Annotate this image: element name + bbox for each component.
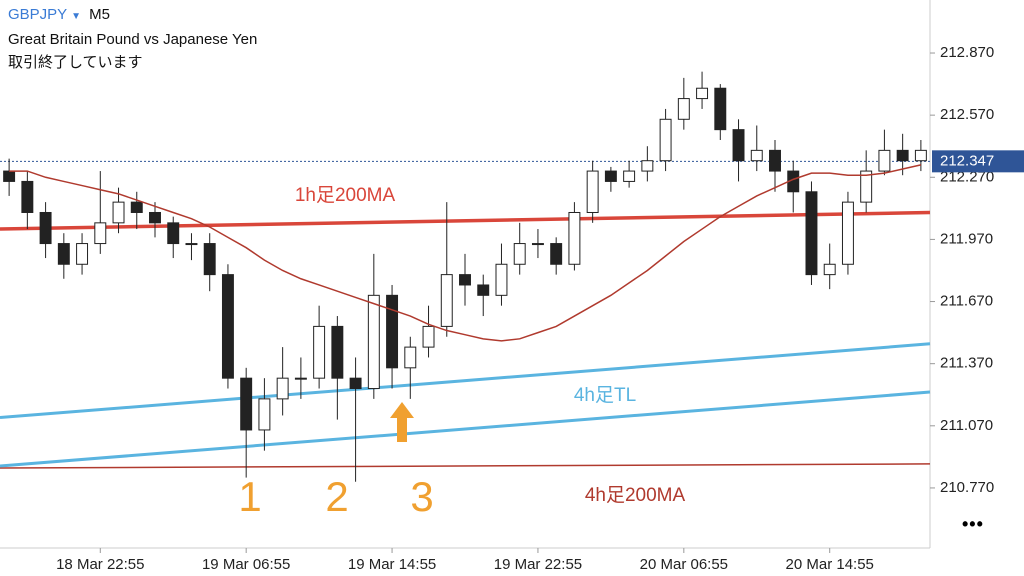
trend-line [0,342,931,420]
candle-body [57,243,70,265]
market-status: 取引終了しています [8,54,143,71]
candle-body [258,398,271,431]
candle-body [568,211,581,265]
candle-body [76,243,89,265]
candle-body [149,211,161,224]
candle-body [623,170,636,182]
candle-body [531,243,544,246]
candle-body [185,243,198,246]
candle-body [404,346,417,369]
y-tick-label: 212.270 [940,168,994,185]
candle-body [896,149,909,162]
candle-body [677,98,690,120]
candle-body [750,149,763,162]
candle-body [823,263,836,276]
x-tick-label: 20 Mar 14:55 [786,556,874,573]
x-tick-label: 19 Mar 14:55 [348,556,436,573]
candle-body [769,149,781,172]
candle-body [422,325,435,348]
timeframe[interactable]: M5 [89,6,111,23]
candle-body [221,274,234,379]
candle-body [130,201,143,213]
x-tick-label: 20 Mar 06:55 [640,556,728,573]
x-tick-label: 18 Mar 22:55 [56,556,144,573]
ma-1h-line [0,210,931,231]
ma-4h-line [0,463,931,469]
annotation: 1 [238,473,261,520]
last-price-box [932,150,1024,173]
candle-body [477,284,490,296]
candle-body [331,325,344,379]
y-tick-label: 211.370 [940,355,993,372]
ma-4h-label: 4h足200MA [585,485,686,506]
y-tick-label: 210.770 [940,479,994,496]
candle-body [495,263,508,296]
candle-body [860,170,873,203]
candle-body [440,274,453,327]
x-tick-label: 19 Mar 22:55 [494,556,582,573]
candle-body [294,377,307,380]
y-tick-label: 211.070 [940,417,993,434]
candle-body [39,211,52,245]
instrument-name: Great Britain Pound vs Japanese Yen [8,31,258,48]
candle-body [276,377,289,400]
x-tick-label: 19 Mar 06:55 [202,556,290,573]
candle-body [659,118,672,162]
candle-body [550,243,563,265]
candle-body [641,160,654,172]
annotation: 3 [410,473,433,520]
y-tick-label: 212.570 [940,106,994,123]
ma-line [9,164,922,342]
candle-body [586,170,599,213]
candle-body [805,191,818,276]
candle-body [94,222,107,245]
dropdown-icon[interactable]: ▼ [71,11,81,22]
candle-body [696,87,709,100]
y-tick-label: 211.670 [940,293,993,310]
candle-body [240,377,253,431]
candle-body [513,243,526,265]
annotation: 2 [325,473,348,520]
candle-body [349,377,362,390]
candle-body [841,201,854,265]
candle-body [459,274,471,286]
candle-body [732,129,745,162]
candle-body [714,87,727,131]
candle-body [367,294,380,390]
last-price-label: 212.347 [940,152,994,169]
symbol[interactable]: GBPJPY [8,6,67,23]
ma-1h-label: 1h足200MA [295,185,396,206]
trendline-label: 4h足TL [574,385,636,406]
candle-body [112,201,125,224]
trend-line [0,390,931,468]
candle-body [167,222,180,245]
y-tick-label: 211.970 [940,230,993,247]
symbol-row[interactable]: GBPJPY ▼ M5 [8,6,110,23]
candle-body [313,325,326,379]
candle-body [203,243,216,276]
y-tick-label: 212.870 [940,44,994,61]
candle-body [604,170,617,182]
candle-body [3,170,16,182]
candle-body [878,149,891,172]
menu-button[interactable]: ••• [962,514,984,534]
candle-body [914,149,927,162]
candle-body [386,294,399,369]
arrow [390,402,414,442]
candle-body [21,180,34,213]
